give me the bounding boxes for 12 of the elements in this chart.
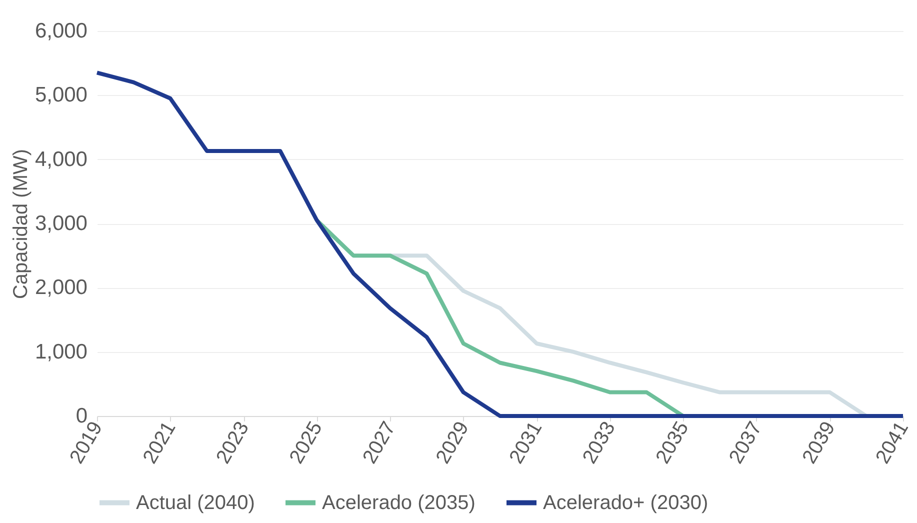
y-tick-label: 2,000 [34,276,88,300]
legend-label: Actual (2040) [136,492,255,514]
y-tick-label: 5,000 [34,84,88,107]
y-tick-label: 6,000 [34,20,88,42]
y-axis-title: Capacidad (MW) [10,148,32,300]
y-tick-label: 4,000 [34,148,88,171]
y-tick-label: 1,000 [34,340,88,364]
y-tick-label: 0 [76,404,88,428]
legend-label: Acelerado+ (2030) [543,492,708,514]
line-series [95,70,905,418]
legend-label: Acelerado (2035) [322,492,476,514]
y-tick-label: 3,000 [34,212,88,235]
